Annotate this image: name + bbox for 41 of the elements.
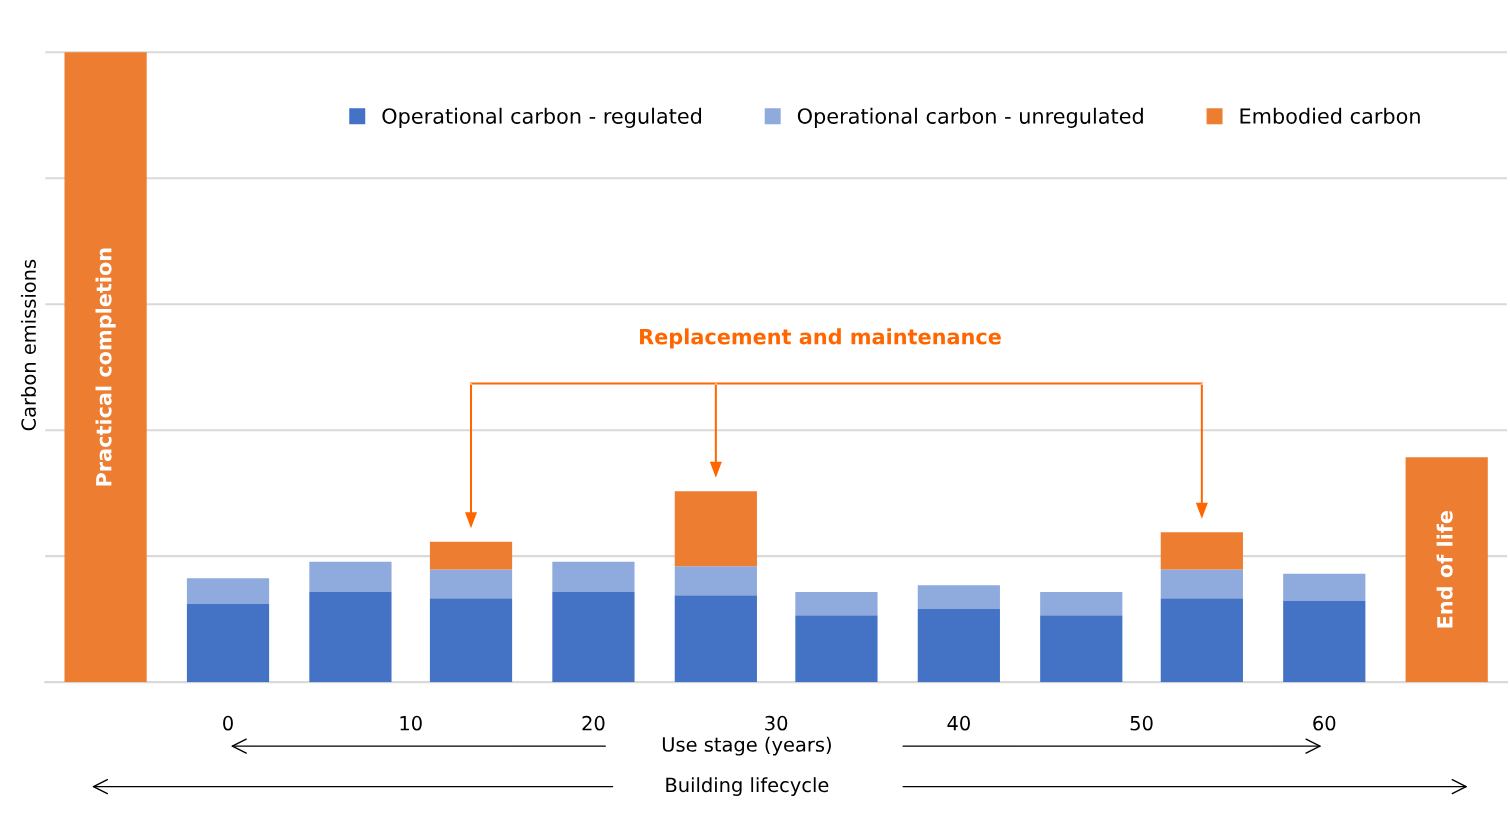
- bar: [1283, 573, 1366, 601]
- bar: [429, 569, 513, 599]
- bar: [552, 592, 635, 683]
- bar: [1283, 600, 1366, 683]
- bar: [795, 615, 878, 683]
- bar: [674, 491, 757, 567]
- legend-label: Operational carbon - unregulated: [797, 107, 1143, 128]
- bar: [429, 541, 513, 570]
- bar: [1405, 457, 1488, 683]
- legend-label: Operational carbon - regulated: [382, 107, 701, 128]
- bar: [1160, 569, 1243, 599]
- text: Building lifecycle: [666, 777, 829, 797]
- bar: [1160, 532, 1243, 570]
- bar: [186, 604, 270, 683]
- y-axis-title: Carbon emissions: [20, 259, 36, 431]
- bar: [1040, 615, 1123, 683]
- legend-label: Embodied carbon: [1240, 107, 1420, 124]
- bar: [552, 561, 635, 593]
- bar: [795, 592, 878, 616]
- x-tick-label: 30: [765, 715, 788, 731]
- annotation: Replacement and maintenance: [640, 328, 1001, 349]
- x-tick-label: 10: [400, 715, 422, 731]
- x-tick-label: 0: [223, 715, 233, 731]
- bar: [64, 52, 147, 683]
- bar: [674, 595, 757, 683]
- bar: [309, 561, 392, 593]
- bar: [429, 598, 513, 683]
- bar: [674, 566, 757, 596]
- x-tick-label: 60: [1313, 715, 1336, 731]
- bar: [186, 578, 270, 605]
- x-tick-label: 50: [1130, 715, 1153, 731]
- bar: [917, 609, 1000, 683]
- annotation: Practical completion: [95, 248, 116, 486]
- x-tick-label: 20: [582, 715, 605, 731]
- text: Use stage (years): [662, 736, 831, 756]
- annotation: End of life: [1436, 511, 1453, 628]
- bar: [917, 585, 1000, 610]
- bar: [1160, 598, 1243, 683]
- bar: [309, 592, 392, 683]
- bar: [1040, 592, 1123, 616]
- x-tick-label: 40: [947, 715, 970, 731]
